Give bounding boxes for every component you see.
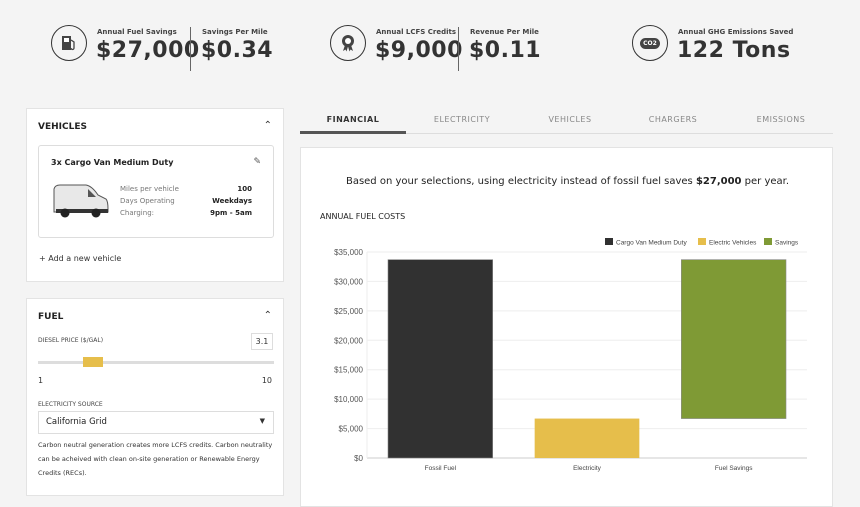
vehicle-name: 3x Cargo Van Medium Duty xyxy=(51,158,174,167)
van-icon xyxy=(52,181,110,223)
stat-label: Annual Fuel Savings xyxy=(97,28,177,36)
electricity-source-select[interactable]: California Grid ▼ xyxy=(38,411,274,434)
stat-value: $0.11 xyxy=(469,38,542,63)
legend-label: Electric Vehicles xyxy=(709,240,757,247)
y-tick-label: $30,000 xyxy=(334,277,363,286)
stat-value: 122 Tons xyxy=(677,38,791,63)
fuel-pump-icon xyxy=(51,25,87,61)
tab-vehicles[interactable]: VEHICLES xyxy=(548,115,592,124)
slider-max: 10 xyxy=(261,376,272,385)
bar-fossil-fuel xyxy=(387,259,493,459)
y-tick-label: $10,000 xyxy=(334,395,363,404)
vehicles-title: VEHICLES xyxy=(38,122,87,132)
chevron-up-icon[interactable]: ⌃ xyxy=(263,310,272,321)
active-tab-indicator xyxy=(300,131,406,134)
electricity-source-label: ELECTRICITY SOURCE xyxy=(38,401,103,408)
detail-label: Days Operating xyxy=(120,197,175,205)
x-tick-label: Electricity xyxy=(573,465,602,472)
diesel-price-label: DIESEL PRICE ($/GAL) xyxy=(38,337,104,344)
caret-down-icon: ▼ xyxy=(259,417,265,425)
vehicle-card[interactable]: 3x Cargo Van Medium Duty ✎ Miles per veh… xyxy=(38,145,274,238)
chevron-up-icon[interactable]: ⌃ xyxy=(263,120,272,131)
bar-fuel-savings xyxy=(681,259,787,419)
y-tick-label: $35,000 xyxy=(334,248,363,257)
legend-swatch xyxy=(698,238,706,245)
legend-swatch xyxy=(764,238,772,245)
y-tick-label: $20,000 xyxy=(334,336,363,345)
slider-min: 1 xyxy=(38,376,44,385)
detail-label: Miles per vehicle xyxy=(120,185,179,193)
award-icon xyxy=(330,25,366,61)
stat-label: Annual LCFS Credits xyxy=(376,28,457,36)
fuel-panel: FUEL ⌃ DIESEL PRICE ($/GAL) 3.1 1 10 ELE… xyxy=(26,298,284,496)
detail-value: Weekdays xyxy=(212,197,252,205)
summary-suffix: per year. xyxy=(741,176,790,187)
diesel-price-input[interactable]: 3.1 xyxy=(251,333,273,350)
stat-label: Annual GHG Emissions Saved xyxy=(678,28,794,36)
divider xyxy=(458,27,459,71)
tab-financial[interactable]: FINANCIAL xyxy=(326,115,380,124)
bar-electricity xyxy=(534,418,640,458)
diesel-slider-thumb[interactable] xyxy=(83,357,104,367)
fuel-title: FUEL xyxy=(38,312,64,322)
detail-label: Charging: xyxy=(120,209,154,217)
stat-value: $27,000 xyxy=(96,38,200,63)
chart-title: ANNUAL FUEL COSTS xyxy=(320,212,406,221)
select-value: California Grid xyxy=(46,417,107,427)
vehicle-details-labels: Miles per vehicle Days Operating Chargin… xyxy=(120,183,179,219)
y-tick-label: $15,000 xyxy=(334,366,363,375)
legend-label: Savings xyxy=(775,240,799,247)
detail-value: 100 xyxy=(237,185,252,193)
y-tick-label: $5,000 xyxy=(339,425,364,434)
stat-value: $9,000 xyxy=(375,38,463,63)
y-tick-label: $0 xyxy=(354,454,363,463)
x-tick-label: Fuel Savings xyxy=(715,465,753,472)
diesel-slider-track[interactable] xyxy=(38,361,274,364)
tab-emissions[interactable]: EMISSIONS xyxy=(756,115,806,124)
tab-chargers[interactable]: CHARGERS xyxy=(648,115,698,124)
stat-label: Revenue Per Mile xyxy=(470,28,539,36)
co2-text: CO2 xyxy=(640,37,660,49)
divider xyxy=(190,27,191,71)
x-tick-label: Fossil Fuel xyxy=(425,465,457,472)
tab-electricity[interactable]: ELECTRICITY xyxy=(433,115,491,124)
electricity-source-note: Carbon neutral generation creates more L… xyxy=(38,441,273,477)
tabs-border xyxy=(300,133,833,134)
pencil-icon[interactable]: ✎ xyxy=(253,157,261,167)
legend-swatch xyxy=(605,238,613,245)
fuel-costs-chart: $0 $5,000 $10,000 $15,000 $20,000 $25,000 $30,… xyxy=(334,238,807,472)
vehicle-details-values: 100 Weekdays 9pm - 5am xyxy=(210,183,252,219)
summary-prefix: Based on your selections, using electric… xyxy=(345,176,696,187)
detail-value: 9pm - 5am xyxy=(210,209,252,217)
vehicles-panel: VEHICLES ⌃ 3x Cargo Van Medium Duty ✎ Mi… xyxy=(26,108,284,282)
add-vehicle-link[interactable]: + Add a new vehicle xyxy=(39,254,122,263)
stat-label: Savings Per Mile xyxy=(202,28,268,36)
summary-amount: $27,000 xyxy=(695,176,742,187)
legend-label: Cargo Van Medium Duty xyxy=(616,240,687,247)
co2-cloud-icon: CO2 xyxy=(632,25,668,61)
stat-value: $0.34 xyxy=(201,38,274,63)
savings-summary: Based on your selections, using electric… xyxy=(301,176,834,187)
y-tick-label: $25,000 xyxy=(334,307,363,316)
